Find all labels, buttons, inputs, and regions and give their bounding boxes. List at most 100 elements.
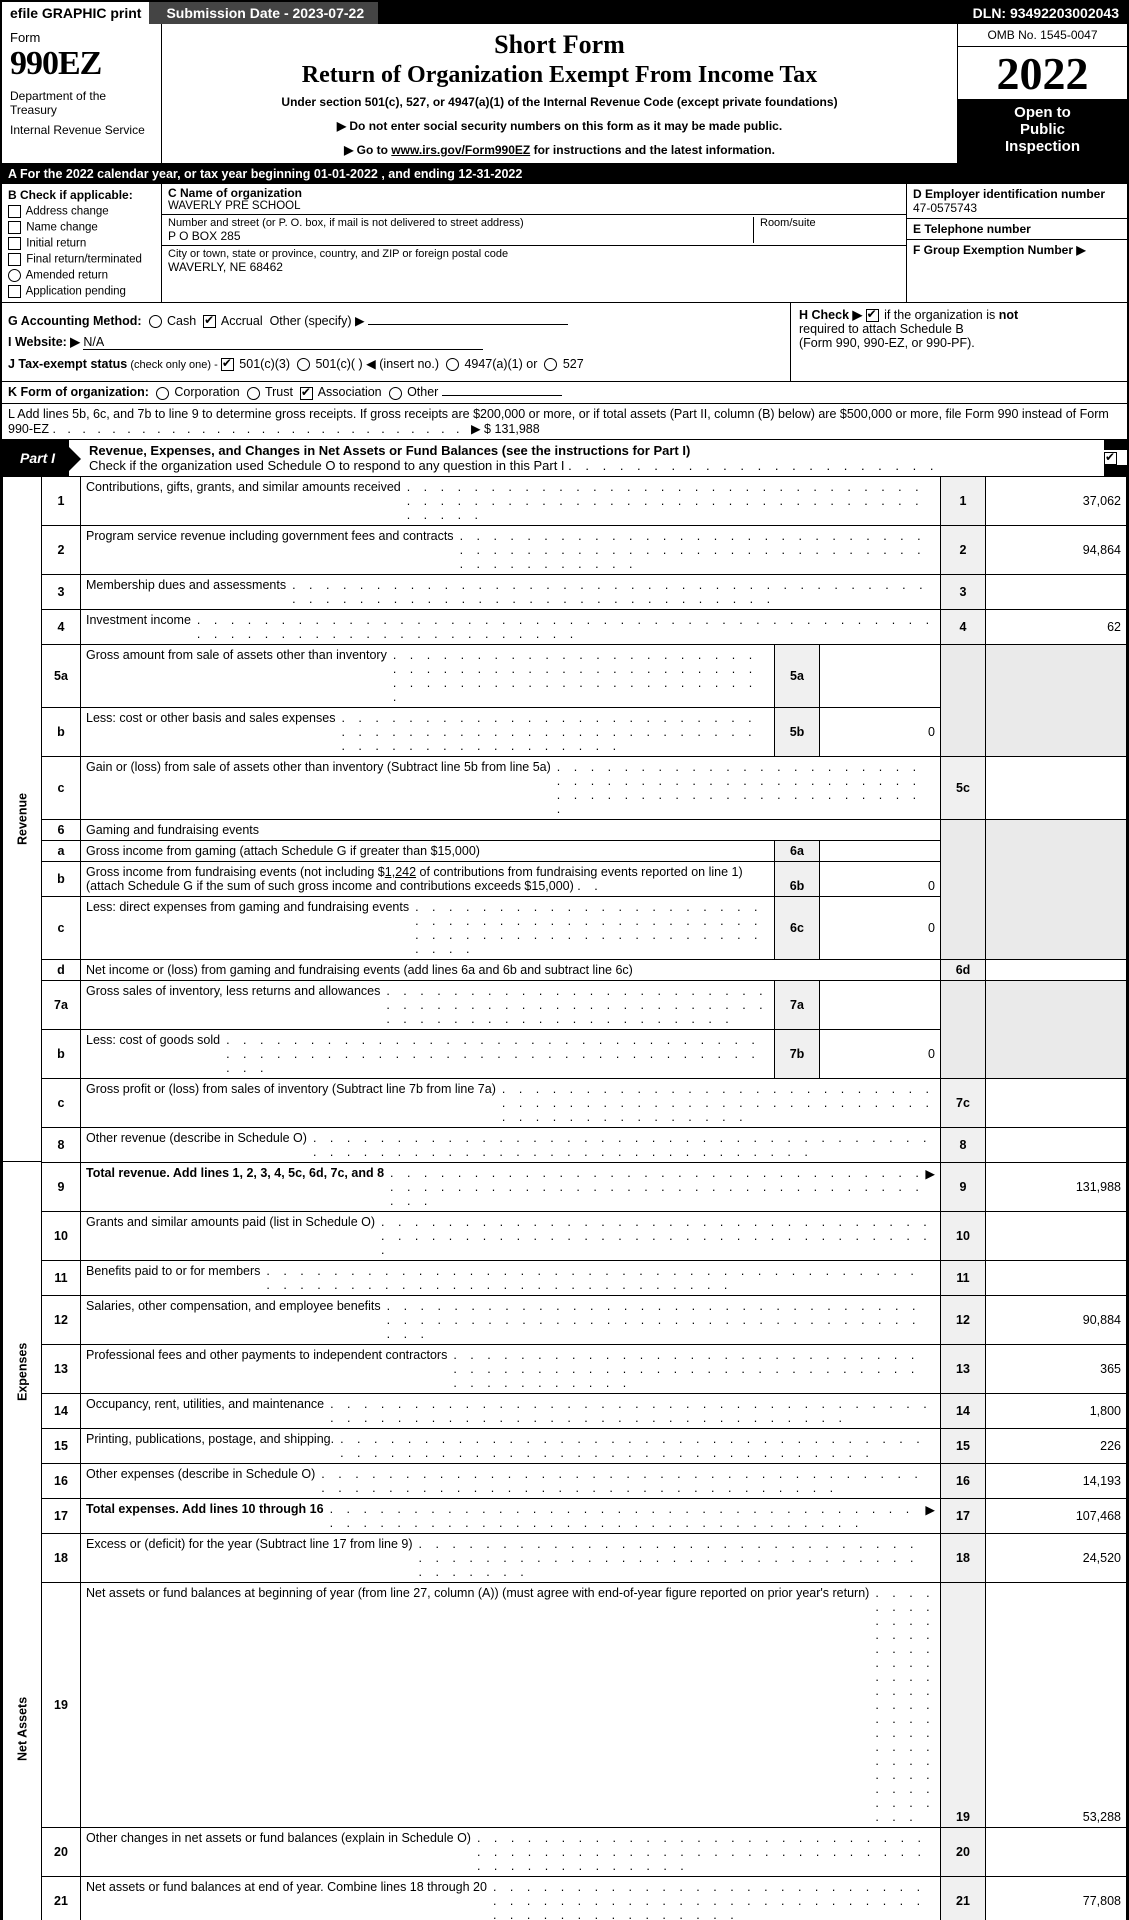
radio-icon[interactable]: [156, 387, 169, 400]
line-desc: Gain or (loss) from sale of assets other…: [81, 756, 941, 819]
line-desc: Investment income: [81, 609, 941, 644]
line-num: 9: [42, 1162, 81, 1211]
line-amount: 226: [986, 1428, 1127, 1463]
desc-text: Gross profit or (loss) from sales of inv…: [86, 1082, 496, 1124]
inspection-line2: Public: [958, 121, 1127, 138]
line-right-num: 2: [941, 525, 986, 574]
line-desc: Printing, publications, postage, and shi…: [81, 1428, 941, 1463]
i-label: I Website: ▶: [8, 335, 80, 349]
checkbox-checked-icon[interactable]: [300, 387, 313, 400]
checkbox-checked-icon[interactable]: [866, 309, 879, 322]
line-num: 17: [42, 1498, 81, 1533]
cb-final-return[interactable]: Final return/terminated: [8, 253, 155, 266]
cb-address-change[interactable]: Address change: [8, 205, 155, 218]
desc-text: Contributions, gifts, grants, and simila…: [86, 480, 401, 522]
open-to-public-inspection: Open to Public Inspection: [958, 100, 1127, 163]
h-label: H Check ▶: [799, 308, 862, 322]
line-13: 13 Professional fees and other payments …: [3, 1344, 1127, 1393]
inner-num: 6a: [775, 840, 820, 861]
cb-name-change[interactable]: Name change: [8, 221, 155, 234]
checkbox-icon: [8, 285, 21, 298]
line-right-num: 11: [941, 1260, 986, 1295]
radio-icon[interactable]: [446, 358, 459, 371]
line-11: 11 Benefits paid to or for members 11: [3, 1260, 1127, 1295]
line-num: 1: [42, 476, 81, 525]
cb-application-pending[interactable]: Application pending: [8, 285, 155, 298]
dept-irs: Internal Revenue Service: [10, 123, 153, 137]
desc-text: Total revenue. Add lines 1, 2, 3, 4, 5c,…: [86, 1166, 384, 1208]
line-num: 6: [42, 819, 81, 840]
desc-text: Salaries, other compensation, and employ…: [86, 1299, 381, 1341]
part-i-subtitle: Check if the organization used Schedule …: [89, 458, 565, 473]
radio-icon[interactable]: [544, 358, 557, 371]
row-l-gross-receipts: L Add lines 5b, 6c, and 7b to line 9 to …: [2, 404, 1127, 440]
line-21: 21 Net assets or fund balances at end of…: [3, 1876, 1127, 1920]
radio-icon[interactable]: [247, 387, 260, 400]
desc-text: Other changes in net assets or fund bala…: [86, 1831, 471, 1873]
line-amount: [986, 1260, 1127, 1295]
line-right-num: 17: [941, 1498, 986, 1533]
website-value: N/A: [83, 335, 483, 350]
radio-icon[interactable]: [389, 387, 402, 400]
dot-fill: [384, 1166, 925, 1208]
cb-amended-return[interactable]: Amended return: [8, 269, 155, 282]
goto-post: for instructions and the latest informat…: [530, 143, 775, 157]
part-i-checkbox-wrap: [1104, 450, 1127, 464]
desc-text: Gross sales of inventory, less returns a…: [86, 984, 380, 1026]
line-amount: 131,988: [986, 1162, 1127, 1211]
h-line2: required to attach Schedule B: [799, 322, 1119, 336]
line-num: 12: [42, 1295, 81, 1344]
dot-fill: [387, 648, 769, 704]
checkbox-checked-icon[interactable]: [203, 315, 216, 328]
g-other: Other (specify) ▶: [270, 314, 365, 328]
line-3: 3 Membership dues and assessments 3: [3, 574, 1127, 609]
ssn-notice: ▶ Do not enter social security numbers o…: [172, 119, 947, 133]
radio-icon[interactable]: [297, 358, 310, 371]
line-desc: Other changes in net assets or fund bala…: [81, 1827, 941, 1876]
line-amount: 53,288: [986, 1582, 1127, 1827]
line-num: 10: [42, 1211, 81, 1260]
line-right-num: 16: [941, 1463, 986, 1498]
c-name-label: C Name of organization: [168, 186, 900, 200]
irs-link[interactable]: www.irs.gov/Form990EZ: [391, 143, 530, 157]
line-right-num: 10: [941, 1211, 986, 1260]
line-desc: Total revenue. Add lines 1, 2, 3, 4, 5c,…: [81, 1162, 941, 1211]
street-value: P O BOX 285: [168, 229, 747, 243]
spacer-cell: [3, 1162, 42, 1211]
line-10: Expenses 10 Grants and similar amounts p…: [3, 1211, 1127, 1260]
dot-fill: [315, 1467, 935, 1495]
f-group-label: F Group Exemption Number ▶: [913, 243, 1121, 257]
dot-fill: [191, 613, 935, 641]
inner-num: 7a: [775, 980, 820, 1029]
inner-amount: 0: [820, 861, 941, 896]
column-d-ids: D Employer identification number 47-0575…: [907, 184, 1127, 302]
dot-fill: [409, 900, 769, 956]
desc-text: Benefits paid to or for members: [86, 1264, 260, 1292]
section-ghij: G Accounting Method: Cash Accrual Other …: [2, 303, 1127, 382]
cb-initial-return[interactable]: Initial return: [8, 237, 155, 250]
part-i-badge: Part I: [2, 447, 69, 469]
line-num: 14: [42, 1393, 81, 1428]
line-desc: Other expenses (describe in Schedule O): [81, 1463, 941, 1498]
l-dots: . . . . . . . . . . . . . . . . . . . . …: [52, 422, 470, 436]
inner-amount: [820, 840, 941, 861]
goto-notice: ▶ Go to www.irs.gov/Form990EZ for instru…: [172, 143, 947, 157]
line-num: 21: [42, 1876, 81, 1920]
ghi-left-block: G Accounting Method: Cash Accrual Other …: [2, 303, 790, 381]
line-right-num: 20: [941, 1827, 986, 1876]
line-right-num: 9: [941, 1162, 986, 1211]
d-ein-label: D Employer identification number: [913, 187, 1121, 201]
line-5a: 5a Gross amount from sale of assets othe…: [3, 644, 1127, 707]
g-accrual: Accrual: [221, 314, 263, 328]
checkbox-icon: [8, 205, 21, 218]
f-label-text: F Group Exemption Number ▶: [913, 243, 1086, 257]
dot-fill: [471, 1831, 935, 1873]
checkbox-checked-icon[interactable]: [221, 358, 234, 371]
c-city-row: City or town, state or province, country…: [162, 246, 906, 276]
checkbox-checked-icon[interactable]: [1104, 452, 1117, 465]
inner-amount: 0: [820, 896, 941, 959]
desc-text: Total expenses. Add lines 10 through 16: [86, 1502, 324, 1530]
desc-text: Printing, publications, postage, and shi…: [86, 1432, 334, 1460]
line-16: 16 Other expenses (describe in Schedule …: [3, 1463, 1127, 1498]
radio-icon[interactable]: [149, 315, 162, 328]
